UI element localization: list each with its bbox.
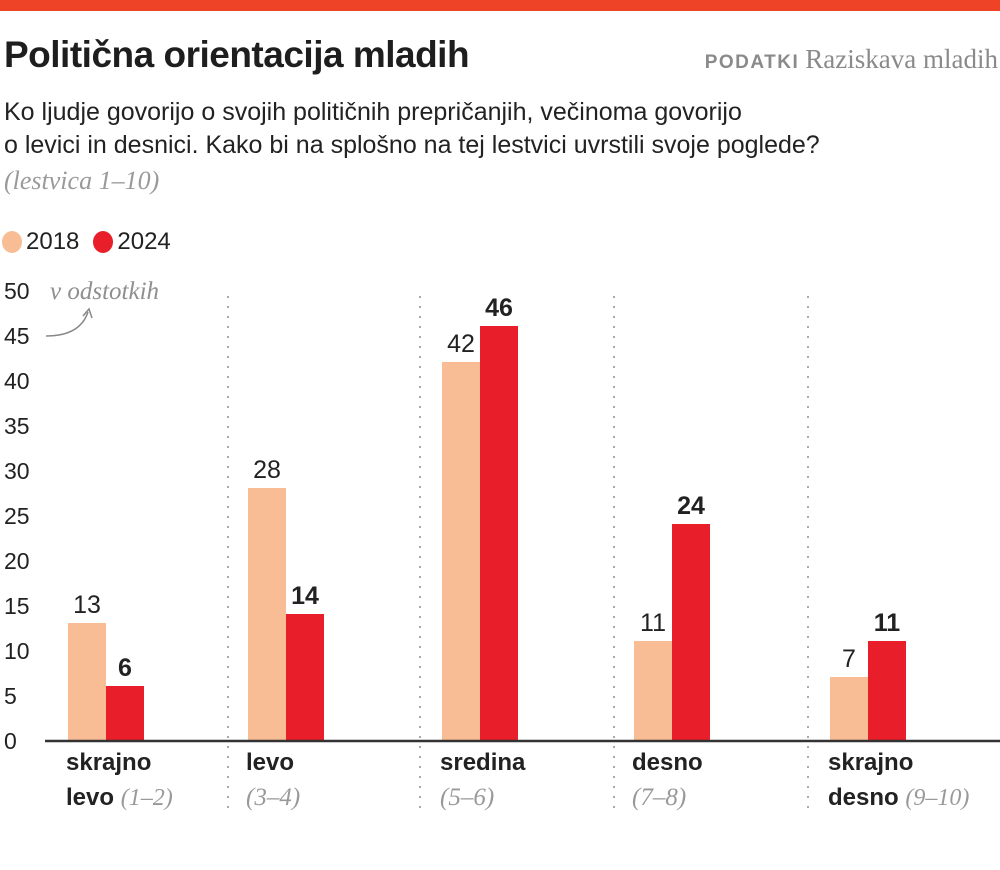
bar-2018	[830, 677, 868, 740]
source-label: PODATKI	[704, 52, 800, 73]
category-range: (1–2)	[121, 785, 173, 811]
y-tick-label: 20	[4, 548, 30, 574]
y-tick-label: 10	[4, 638, 30, 664]
legend-item-2018: 2018	[2, 228, 79, 256]
bar-2024	[868, 641, 906, 740]
legend-swatch	[93, 231, 114, 253]
bar-2024	[286, 614, 324, 740]
scale-note: (lestvica 1–10)	[4, 166, 160, 195]
data-label-2024: 6	[118, 654, 132, 682]
category-range: (9–10)	[905, 785, 969, 811]
y-tick-label: 40	[4, 368, 30, 394]
source-value: Raziskava mladih	[805, 44, 998, 74]
legend-swatch	[2, 231, 22, 253]
category-label: desno (9–10)	[828, 784, 969, 811]
bar-2024	[480, 326, 518, 740]
bar-2018	[68, 623, 106, 740]
y-tick-label: 35	[4, 413, 30, 439]
top-accent-bar	[0, 0, 1000, 11]
legend-label: 2024	[117, 228, 171, 255]
data-label-2018: 7	[842, 645, 856, 673]
bar-2024	[672, 524, 710, 740]
legend-label: 2018	[26, 228, 80, 255]
data-label-2024: 14	[291, 582, 319, 610]
y-tick-label: 0	[4, 728, 17, 754]
data-label-2024: 24	[677, 492, 705, 520]
arrow-head-icon	[82, 307, 93, 319]
legend: 2018 2024	[2, 228, 185, 256]
data-label-2024: 11	[874, 609, 901, 637]
y-tick-label: 45	[4, 323, 30, 349]
chart-subtitle: Ko ljudje govorijo o svojih političnih p…	[4, 96, 994, 162]
category-label: skrajno	[66, 749, 151, 776]
legend-item-2024: 2024	[93, 228, 171, 256]
bar-2018	[634, 641, 672, 740]
arrow-icon	[45, 311, 89, 337]
data-label-2018: 13	[73, 591, 101, 619]
category-label: levo (1–2)	[66, 784, 173, 811]
category-label: levo	[246, 749, 294, 776]
unit-label: v odstotkih	[50, 278, 159, 305]
category-label: desno	[632, 749, 703, 776]
y-tick-label: 15	[4, 593, 30, 619]
category-label: sredina	[440, 749, 526, 776]
bar-2018	[442, 362, 480, 740]
category-range: (5–6)	[440, 784, 494, 811]
y-tick-label: 50	[4, 278, 30, 304]
data-label-2018: 28	[253, 456, 281, 484]
bar-2024	[106, 686, 144, 740]
y-tick-label: 5	[4, 683, 17, 709]
data-label-2024: 46	[485, 294, 513, 322]
category-range: (7–8)	[632, 784, 686, 811]
bar-2018	[248, 488, 286, 740]
subtitle-line: Ko ljudje govorijo o svojih političnih p…	[4, 98, 742, 126]
y-tick-label: 25	[4, 503, 30, 529]
y-tick-label: 30	[4, 458, 30, 484]
chart-title: Politična orientacija mladih	[4, 34, 470, 75]
category-range: (3–4)	[246, 784, 300, 811]
category-label: skrajno	[828, 749, 913, 776]
source: PODATKI Raziskava mladih	[705, 44, 998, 75]
data-label-2018: 42	[447, 330, 475, 358]
data-label-2018: 11	[640, 609, 666, 637]
subtitle-line: o levici in desnici. Kako bi na splošno …	[4, 131, 820, 159]
